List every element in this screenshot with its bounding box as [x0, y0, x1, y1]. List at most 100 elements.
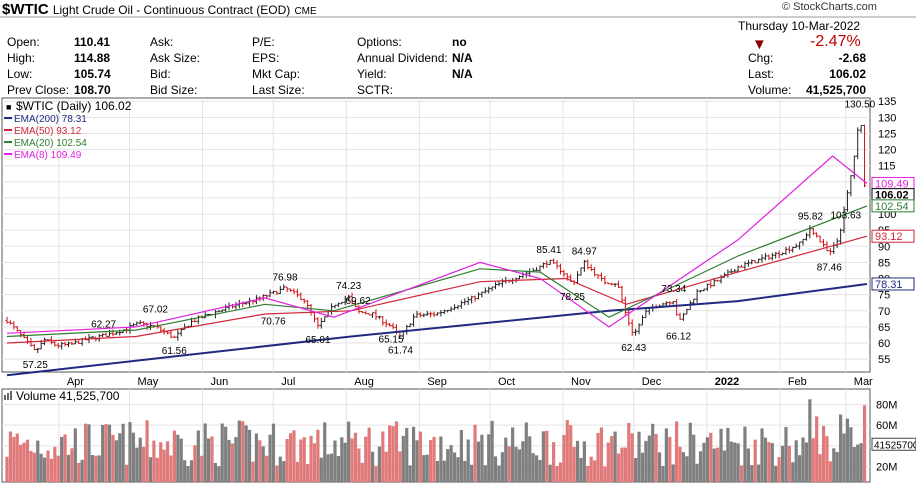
volume-bar: [627, 422, 631, 482]
volume-bar: [644, 440, 648, 482]
volume-bar: [90, 454, 95, 482]
volume-bar: [552, 442, 556, 482]
volume-bar: [517, 449, 522, 482]
volume-bar: [49, 458, 54, 482]
volume-bar: [849, 427, 853, 482]
volume-bar: [415, 440, 419, 482]
price-annotation: 74.23: [336, 281, 361, 292]
change-percent: -2.47%: [810, 33, 861, 50]
field-label: P/E:: [252, 35, 275, 49]
volume-bar: [504, 437, 508, 482]
volume-bar: [729, 441, 733, 482]
volume-bar: [370, 451, 375, 482]
volume-bar: [743, 426, 747, 482]
ema20-line: [6, 205, 868, 338]
volume-bar: [401, 435, 405, 482]
volume-bar: [135, 447, 139, 482]
volume-bar: [268, 434, 272, 482]
price-tick-label: 85: [878, 257, 890, 269]
volume-bar: [603, 466, 607, 482]
x-tick-label: Feb: [788, 376, 807, 388]
volume-bar: [309, 435, 313, 482]
volume-bar: [719, 428, 723, 482]
volume-bar: [278, 456, 282, 482]
volume-bar: [668, 437, 672, 482]
volume-bar: [657, 452, 662, 482]
volume-bar: [818, 454, 822, 482]
volume-bar: [538, 459, 542, 482]
volume-bar: [384, 451, 388, 482]
field-value: -2.68: [838, 51, 866, 65]
volume-bar: [439, 436, 443, 482]
volume-bar: [555, 466, 559, 482]
field-label: Bid:: [150, 67, 171, 81]
volume-bar: [206, 438, 211, 482]
watermark: © StockCharts.com: [782, 1, 877, 13]
volume-bar: [46, 450, 50, 482]
price-tick-label: 90: [878, 241, 890, 253]
price-tag: [871, 277, 915, 291]
volume-bar: [770, 443, 774, 482]
volume-bar: [579, 457, 583, 482]
volume-bar: [565, 420, 569, 482]
x-tick-label: Mar: [854, 376, 873, 388]
volume-bar: [514, 446, 518, 482]
volume-bar: [651, 423, 655, 482]
volume-bar: [815, 416, 819, 482]
volume-bar: [569, 425, 573, 482]
volume-bar: [534, 455, 539, 482]
volume-bar: [507, 446, 511, 482]
volume-bar: [493, 456, 498, 482]
volume-bar: [596, 433, 600, 482]
volume-bar: [118, 433, 122, 482]
field-value: 106.02: [829, 67, 866, 81]
price-annotation: 76.98: [273, 272, 298, 283]
volume-bar: [746, 448, 750, 482]
field-label: Open:: [7, 35, 40, 49]
volume-bar: [288, 433, 293, 482]
volume-bar: [227, 439, 231, 482]
volume-bar: [432, 436, 436, 482]
volume-bar: [459, 430, 463, 482]
volume-bar: [640, 452, 645, 482]
volume-bar: [275, 465, 279, 482]
volume-bar: [357, 448, 361, 482]
legend-ema20: EMA(20) 102.54: [14, 138, 87, 149]
volume-tag: [871, 437, 916, 451]
volume-bar: [548, 464, 552, 482]
x-tick-label: Jul: [281, 376, 295, 388]
volume-bar: [111, 434, 115, 482]
x-tick-label: Apr: [67, 376, 84, 388]
volume-bar: [299, 439, 303, 482]
volume-bar: [859, 443, 863, 482]
volume-bar: [511, 427, 515, 482]
volume-bar: [302, 437, 306, 482]
volume-bar: [784, 427, 788, 482]
volume-bar: [377, 446, 381, 482]
volume-bar: [333, 440, 337, 482]
volume-bar: [114, 440, 118, 482]
volume-bar: [678, 446, 682, 482]
volume-bar: [8, 431, 13, 482]
volume-bar: [326, 454, 330, 482]
field-label: Last Size:: [252, 83, 305, 97]
field-label: Low:: [7, 67, 33, 81]
volume-bar: [692, 434, 696, 482]
volume-bar: [295, 461, 299, 482]
price-tick-label: 70: [878, 306, 890, 318]
field-value: 105.74: [74, 67, 111, 81]
volume-bar: [705, 437, 709, 482]
volume-tag-label: 41525700: [874, 440, 916, 451]
volume-bar: [179, 438, 183, 482]
price-tag-label: 102.54: [875, 201, 909, 213]
volume-bar: [142, 446, 146, 482]
volume-bar: [685, 456, 689, 482]
legend-price-icon: ■: [6, 102, 11, 112]
volume-bar: [664, 428, 668, 482]
volume-bar: [452, 452, 457, 482]
price-annotation: 61.56: [162, 346, 187, 357]
volume-bar: [104, 424, 108, 482]
legend-ema50: EMA(50) 93.12: [14, 126, 82, 137]
volume-bar: [675, 421, 679, 482]
volume-bar: [230, 443, 235, 482]
